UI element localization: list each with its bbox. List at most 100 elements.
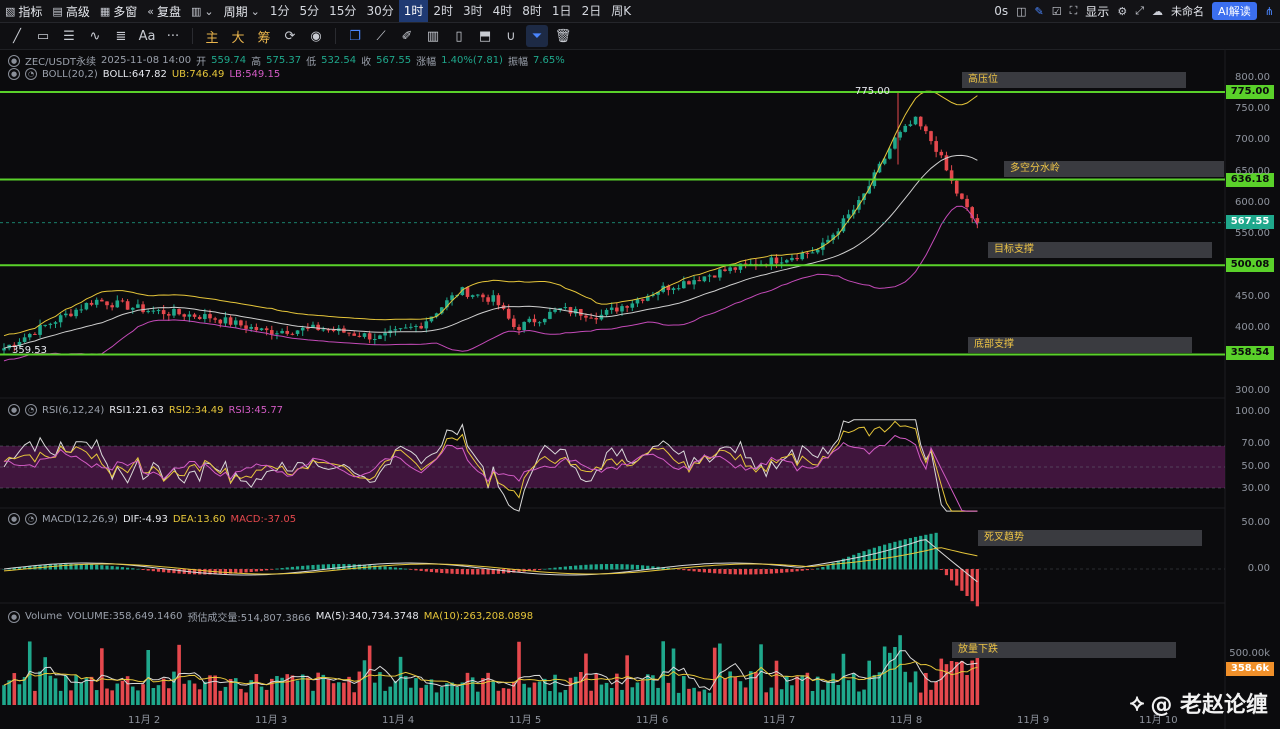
timeframe-11[interactable]: 周K (611, 4, 632, 18)
timeframe-9[interactable]: 1日 (551, 4, 572, 18)
annotation-target-support[interactable]: 目标支撑 (988, 242, 1212, 258)
indicators-button[interactable]: ▧ 指标 (0, 0, 47, 22)
high-label: 高 (251, 57, 262, 68)
expand-icon[interactable]: ⤢ (1135, 4, 1144, 17)
display-button[interactable]: 显示 (1085, 4, 1110, 19)
brush-icon[interactable]: ✐ (401, 28, 413, 44)
candle-body (233, 320, 238, 325)
eye-icon[interactable]: ● (8, 68, 20, 80)
multi-window-button[interactable]: ▦ 多窗 (95, 0, 142, 22)
macd-histogram-bar (883, 544, 887, 570)
candle-body (970, 207, 974, 219)
refresh-icon[interactable]: ⟳ (284, 28, 296, 44)
eye-icon[interactable]: ● (8, 404, 20, 416)
ai-analyze-button[interactable]: AI解读 (1212, 2, 1257, 20)
large-order-button[interactable]: 大 (231, 30, 245, 46)
wave-tool-icon[interactable]: ∿ (89, 28, 101, 44)
candle-body (841, 218, 846, 232)
chart-canvas[interactable] (0, 49, 1280, 729)
macd-histogram-bar (501, 569, 506, 574)
advanced-button[interactable]: ▤ 高级 (47, 0, 94, 22)
filter-icon[interactable]: ⏷ (526, 25, 548, 47)
annotation-volume-drop[interactable]: 放量下跌 (952, 642, 1176, 658)
volume-bar (424, 684, 429, 705)
macd-histogram-bar (687, 569, 691, 571)
macd-histogram-bar (898, 540, 902, 570)
volume-bar (373, 682, 377, 705)
volume-bar (43, 657, 47, 705)
annotation-bottom-support[interactable]: 底部支撑 (968, 337, 1192, 353)
timeframe-7[interactable]: 4时 (492, 4, 513, 18)
layout-name-dropdown[interactable]: 未命名 (1171, 5, 1204, 18)
pencil-icon[interactable]: ✎ (1034, 4, 1044, 18)
bell-icon[interactable]: ◔ (25, 513, 37, 525)
ruler-icon[interactable]: ⟋ (376, 28, 386, 44)
period-button[interactable]: 周期 ⌄ (219, 0, 265, 22)
macd-histogram-bar (53, 564, 58, 570)
macd-histogram-bar (744, 569, 748, 575)
clipboard-icon[interactable]: ▯ (455, 28, 463, 44)
macd-histogram-bar (378, 565, 382, 570)
timeframe-10[interactable]: 2日 (581, 4, 602, 18)
timeframe-3[interactable]: 30分 (366, 4, 394, 18)
chart-type-button[interactable]: ▥ ⌄ (186, 0, 219, 22)
annotation-watershed[interactable]: 多空分水岭 (1004, 161, 1224, 177)
volume-bar (527, 687, 532, 705)
rectangle-tool-icon[interactable]: ▭ (36, 28, 50, 44)
timeframe-0[interactable]: 1分 (269, 4, 290, 18)
eye-icon[interactable]: ● (8, 54, 20, 67)
volume-bar (151, 687, 156, 705)
volume-bar (929, 689, 933, 705)
bell-icon[interactable]: ◔ (25, 404, 37, 416)
volume-bar (362, 660, 367, 705)
bell-icon[interactable]: ◔ (25, 68, 37, 80)
volume-bar (347, 676, 351, 705)
camera-icon[interactable]: ◫ (1016, 4, 1027, 18)
timeframe-8[interactable]: 8时 (522, 4, 542, 18)
copy-icon[interactable]: ❐ (349, 28, 361, 44)
volume-bar (815, 676, 820, 705)
timeframe-5[interactable]: 2时 (433, 4, 453, 18)
timeframe-4[interactable]: 1时 (398, 0, 429, 22)
candle-body (300, 327, 305, 331)
date-tick: 11月 9 (1017, 715, 1050, 726)
checklist-icon[interactable]: ☑ (1051, 4, 1062, 18)
fib-tool-icon[interactable]: ☰ (63, 28, 75, 44)
expand-icon[interactable]: ⛶ (1069, 4, 1078, 17)
candle-body (79, 309, 84, 311)
annotation-high-resist[interactable]: 高压位 (962, 72, 1186, 88)
boll-lower-value: LB:549.15 (229, 68, 281, 80)
channel-tool-icon[interactable]: ≣ (115, 28, 127, 44)
magnet-icon[interactable]: ∪ (506, 28, 516, 44)
eye-icon[interactable]: ● (8, 513, 20, 525)
coin-icon[interactable]: ◉ (310, 28, 322, 44)
macd-histogram-bar (115, 566, 119, 570)
more-tools-button[interactable]: ··· (166, 28, 180, 44)
line-tool-icon[interactable]: ╱ (13, 28, 21, 44)
candle-body (805, 252, 810, 254)
macd-histogram-bar (352, 564, 356, 570)
volume-bar (445, 683, 449, 705)
share-icon[interactable]: ⋔ (1264, 4, 1274, 18)
main-force-button[interactable]: 主 (205, 30, 219, 46)
volume-bar (795, 676, 799, 705)
ma5-value: MA(5):340,734.3748 (315, 611, 419, 622)
volume-bar (321, 674, 326, 705)
volume-bar (563, 689, 568, 705)
candle-body (733, 267, 738, 270)
text-tool[interactable]: Aa (138, 28, 156, 44)
candle-body (383, 333, 387, 336)
timeframe-6[interactable]: 3时 (463, 4, 483, 18)
gear-icon[interactable]: ⚙ (1117, 4, 1128, 18)
volume-bar (393, 681, 398, 705)
timeframe-2[interactable]: 15分 (329, 4, 357, 18)
replay-button[interactable]: «复盘 (142, 0, 186, 22)
annotation-death-cross[interactable]: 死叉趋势 (978, 530, 1202, 546)
macd-histogram-bar (455, 569, 459, 575)
chips-button[interactable]: 筹 (257, 30, 271, 46)
tag-icon[interactable]: ⬒ (478, 28, 492, 44)
trash-icon[interactable]: 🗑 (554, 28, 572, 44)
timeframe-1[interactable]: 5分 (299, 4, 320, 18)
candles-tool-icon[interactable]: ▥ (426, 28, 440, 44)
eye-icon[interactable]: ● (8, 610, 20, 623)
